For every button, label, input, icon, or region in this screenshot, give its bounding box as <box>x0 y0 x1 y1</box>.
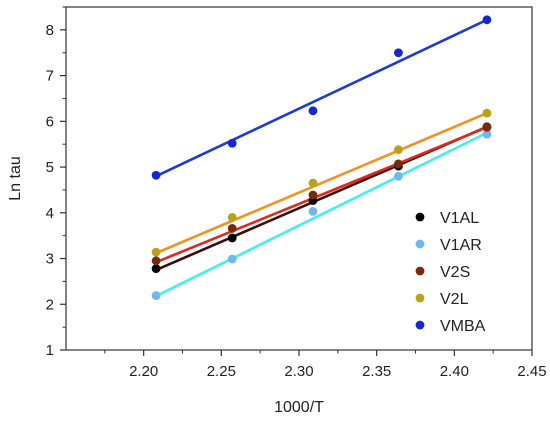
x-tick-label: 2.25 <box>207 363 236 380</box>
x-tick-label: 2.35 <box>362 363 391 380</box>
legend-label-v2l: V2L <box>440 291 469 308</box>
y-tick-label: 6 <box>46 113 54 130</box>
point-v2s <box>227 223 237 233</box>
legend-marker-v1al <box>415 212 425 222</box>
x-tick-label: 2.40 <box>440 363 469 380</box>
legend-label-v1al: V1AL <box>440 210 479 227</box>
y-tick-label: 3 <box>46 251 54 268</box>
point-v1ar <box>151 291 161 300</box>
point-vmba <box>227 138 237 148</box>
fit-line-v1ar <box>154 131 489 298</box>
legend-marker-v2s <box>415 266 425 276</box>
point-vmba <box>482 15 492 25</box>
y-tick-label: 5 <box>46 159 54 176</box>
y-tick-label: 7 <box>46 68 54 85</box>
point-vmba <box>151 170 161 180</box>
y-axis-ticks: 1 2 3 4 5 6 7 8 <box>46 6 66 359</box>
point-v1ar <box>394 171 403 181</box>
x-axis-ticks: 2.20 2.25 2.30 2.35 2.40 2.45 <box>104 350 547 380</box>
point-v1ar <box>227 254 237 264</box>
fit-line-vmba <box>154 18 489 178</box>
point-v2s <box>394 159 403 169</box>
fit-lines <box>154 18 489 298</box>
point-v2l <box>151 247 161 257</box>
point-v1al <box>227 233 237 243</box>
legend-label-v2s: V2S <box>440 264 470 281</box>
y-tick-label: 8 <box>46 22 54 39</box>
y-tick-label: 4 <box>46 205 54 222</box>
legend-marker-v1ar <box>415 239 425 249</box>
point-v2l <box>482 108 492 118</box>
point-v2l <box>227 212 237 222</box>
y-tick-label: 1 <box>46 342 54 359</box>
fit-line-v2s <box>154 125 489 264</box>
point-vmba <box>308 106 318 116</box>
legend-marker-v2l <box>415 293 425 303</box>
point-v1al <box>151 264 161 273</box>
fit-line-v2l <box>154 111 489 255</box>
x-tick-label: 2.30 <box>284 363 313 380</box>
legend-label-vmba: VMBA <box>440 318 486 335</box>
y-tick-label: 2 <box>46 296 54 313</box>
data-points <box>151 15 492 300</box>
x-axis-title: 1000/T <box>274 399 324 416</box>
legend: V1AL V1AR V2S V2L VMBA <box>415 210 486 335</box>
point-v2l <box>308 178 318 188</box>
point-v2s <box>308 190 318 200</box>
point-v2s <box>482 122 492 132</box>
x-tick-label: 2.20 <box>129 363 158 380</box>
legend-label-v1ar: V1AR <box>440 237 482 254</box>
legend-marker-vmba <box>415 320 425 330</box>
point-v2s <box>151 256 161 266</box>
point-v1ar <box>308 207 318 216</box>
point-v2l <box>394 145 403 155</box>
y-axis-title: Ln tau <box>7 156 24 200</box>
point-v1ar <box>482 129 492 139</box>
x-tick-label: 2.45 <box>517 363 546 380</box>
point-vmba <box>394 48 403 58</box>
